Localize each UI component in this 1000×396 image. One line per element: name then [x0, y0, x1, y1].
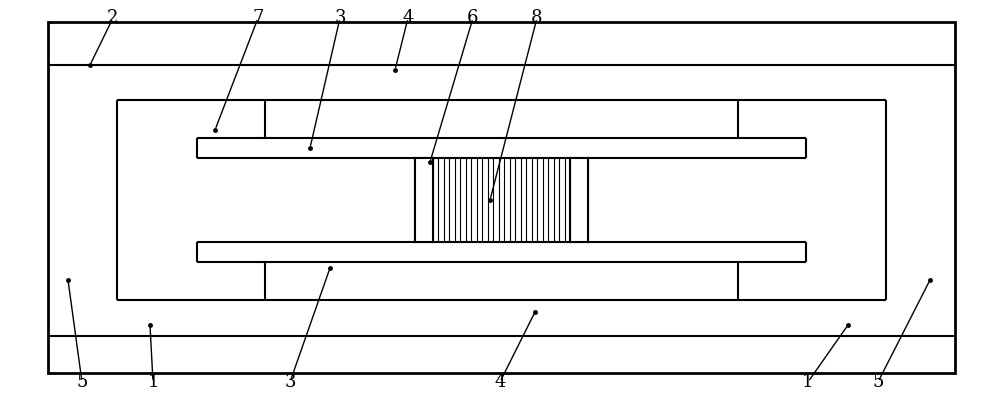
- Text: 3: 3: [284, 373, 296, 391]
- Text: 2: 2: [107, 9, 119, 27]
- Text: 5: 5: [76, 373, 88, 391]
- Bar: [570, 158, 588, 242]
- Bar: [48, 22, 955, 373]
- Text: 6: 6: [467, 9, 479, 27]
- Text: 1: 1: [802, 373, 814, 391]
- Text: 7: 7: [252, 9, 264, 27]
- Bar: [415, 158, 588, 242]
- Bar: [415, 158, 433, 242]
- Text: 1: 1: [147, 373, 159, 391]
- Text: 4: 4: [494, 373, 506, 391]
- Text: 4: 4: [402, 9, 414, 27]
- Text: 5: 5: [872, 373, 884, 391]
- Text: 8: 8: [531, 9, 543, 27]
- Text: 3: 3: [334, 9, 346, 27]
